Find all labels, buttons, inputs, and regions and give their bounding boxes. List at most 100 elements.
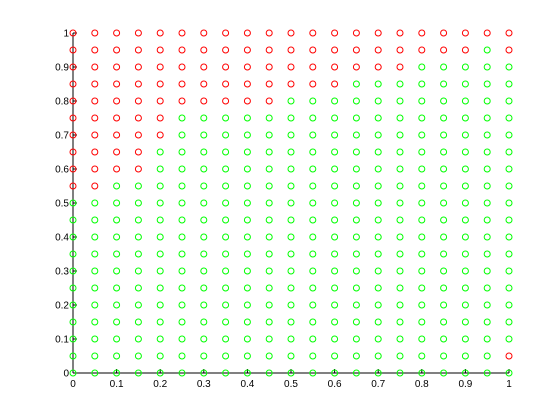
point-green: [113, 284, 121, 292]
y-tick-label: 0.9: [55, 63, 69, 74]
point-green: [396, 250, 404, 258]
point-red: [243, 46, 251, 54]
point-green: [440, 165, 448, 173]
point-green: [200, 233, 208, 241]
point-green: [396, 97, 404, 105]
point-green: [440, 131, 448, 139]
point-green: [505, 63, 513, 71]
point-red: [69, 97, 77, 105]
x-tick-label: 0: [70, 379, 76, 390]
point-red: [200, 46, 208, 54]
point-green: [113, 267, 121, 275]
point-green: [113, 182, 121, 190]
point-green: [352, 318, 360, 326]
point-green: [352, 216, 360, 224]
point-red: [178, 80, 186, 88]
point-green: [418, 301, 426, 309]
point-green: [200, 131, 208, 139]
point-red: [396, 29, 404, 37]
point-red: [309, 63, 317, 71]
point-red: [200, 97, 208, 105]
point-green: [374, 216, 382, 224]
point-green: [331, 369, 339, 377]
point-red: [222, 63, 230, 71]
point-green: [352, 250, 360, 258]
point-green: [309, 182, 317, 190]
point-green: [178, 165, 186, 173]
point-red: [374, 46, 382, 54]
point-green: [200, 114, 208, 122]
point-green: [134, 250, 142, 258]
point-red: [156, 80, 164, 88]
point-green: [461, 182, 469, 190]
point-red: [309, 46, 317, 54]
point-green: [352, 80, 360, 88]
point-red: [113, 29, 121, 37]
point-green: [91, 335, 99, 343]
x-tick-label: 0.7: [371, 379, 385, 390]
point-green: [243, 148, 251, 156]
x-tick-label: 0.6: [328, 379, 342, 390]
point-green: [243, 318, 251, 326]
point-green: [113, 216, 121, 224]
point-green: [156, 318, 164, 326]
point-red: [134, 114, 142, 122]
point-red: [134, 97, 142, 105]
point-green: [200, 199, 208, 207]
point-green: [113, 369, 121, 377]
point-green: [440, 63, 448, 71]
point-green: [505, 318, 513, 326]
point-green: [418, 131, 426, 139]
point-red: [134, 131, 142, 139]
point-green: [396, 182, 404, 190]
point-green: [113, 199, 121, 207]
point-green: [483, 148, 491, 156]
point-green: [134, 182, 142, 190]
point-green: [461, 97, 469, 105]
point-green: [352, 352, 360, 360]
point-red: [69, 63, 77, 71]
point-green: [287, 267, 295, 275]
point-green: [418, 335, 426, 343]
point-green: [309, 216, 317, 224]
point-green: [156, 301, 164, 309]
point-green: [287, 301, 295, 309]
point-red: [222, 29, 230, 37]
point-green: [222, 352, 230, 360]
point-green: [331, 114, 339, 122]
point-green: [418, 250, 426, 258]
point-green: [374, 250, 382, 258]
point-red: [156, 114, 164, 122]
point-green: [440, 199, 448, 207]
point-red: [134, 46, 142, 54]
point-red: [113, 63, 121, 71]
point-green: [113, 233, 121, 241]
point-green: [243, 182, 251, 190]
point-green: [134, 318, 142, 326]
point-green: [418, 216, 426, 224]
point-green: [352, 199, 360, 207]
point-green: [461, 318, 469, 326]
point-red: [243, 63, 251, 71]
point-green: [222, 216, 230, 224]
point-green: [265, 267, 273, 275]
point-green: [396, 114, 404, 122]
point-green: [440, 216, 448, 224]
point-red: [265, 46, 273, 54]
point-red: [461, 46, 469, 54]
point-green: [374, 352, 382, 360]
point-green: [505, 284, 513, 292]
point-green: [505, 165, 513, 173]
point-green: [505, 233, 513, 241]
point-green: [374, 233, 382, 241]
point-red: [440, 29, 448, 37]
point-green: [309, 301, 317, 309]
point-green: [91, 233, 99, 241]
point-green: [396, 284, 404, 292]
point-red: [265, 97, 273, 105]
point-green: [505, 148, 513, 156]
y-tick-label: 0.4: [55, 233, 69, 244]
point-green: [483, 216, 491, 224]
point-red: [222, 46, 230, 54]
point-green: [287, 352, 295, 360]
